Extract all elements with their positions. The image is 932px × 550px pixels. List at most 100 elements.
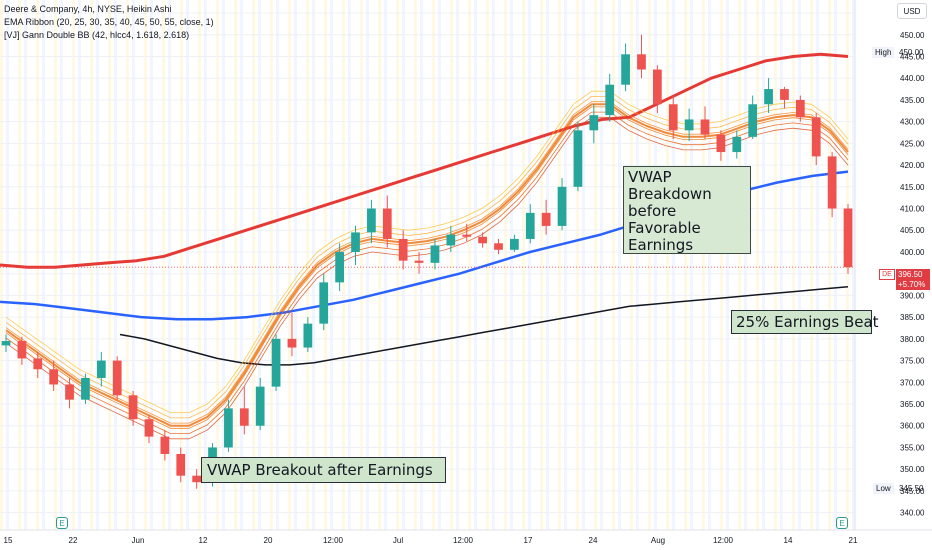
session-stripe (462, 0, 465, 530)
session-stripe (726, 0, 729, 530)
session-stripe (702, 0, 705, 530)
candle-body (637, 54, 646, 70)
annotation-vwap-breakdown[interactable]: VWAP Breakdown before Favorable Earnings (623, 166, 751, 254)
session-stripe (444, 0, 447, 530)
annotation-vwap-breakout[interactable]: VWAP Breakout after Earnings (201, 457, 446, 483)
session-stripe (756, 0, 759, 530)
session-stripe (792, 0, 795, 530)
x-tick-label: 24 (589, 536, 598, 545)
session-stripe (840, 0, 843, 530)
session-stripe (612, 0, 615, 530)
last-price: 396.50 (898, 270, 923, 279)
candle-body (732, 136, 742, 153)
session-stripe (780, 0, 783, 530)
session-stripe (378, 0, 381, 530)
x-tick-label: Aug (651, 536, 665, 545)
chart-symbol-title[interactable]: Deere & Company, 4h, NYSE, Heikin Ashi (4, 4, 172, 14)
session-stripe (816, 0, 819, 530)
y-tick-label: 365.00 (900, 400, 925, 409)
session-stripe (198, 0, 201, 530)
candle-body (700, 119, 710, 135)
candle-body (494, 243, 503, 250)
session-stripe (270, 0, 273, 530)
candle-body (192, 475, 202, 483)
session-stripe (594, 0, 597, 530)
session-stripe (24, 0, 27, 530)
candle-body (49, 369, 59, 385)
y-tick-label: 435.00 (900, 96, 925, 105)
candle-body (811, 117, 821, 157)
session-stripe (720, 0, 723, 530)
session-stripe (786, 0, 789, 530)
low-label: Low (873, 483, 894, 494)
session-stripe (648, 0, 651, 530)
session-stripe (582, 0, 585, 530)
candle-body (510, 238, 519, 250)
session-stripe (432, 0, 435, 530)
session-stripe (144, 0, 147, 530)
session-stripe (570, 0, 573, 530)
high-value: 450.00 (899, 48, 924, 57)
y-tick-label: 425.00 (900, 139, 925, 148)
indicator-ema-ribbon-label[interactable]: EMA Ribbon (20, 25, 30, 35, 40, 45, 50, … (4, 17, 214, 27)
session-stripe (54, 0, 57, 530)
session-stripe (774, 0, 777, 530)
high-label: High (872, 47, 895, 58)
session-stripe (300, 0, 303, 530)
session-stripe (276, 0, 279, 530)
x-tick-label: 21 (849, 536, 858, 545)
session-stripe (318, 0, 321, 530)
candle-body (557, 186, 567, 226)
session-stripe (366, 0, 369, 530)
x-tick-label: 12:00 (323, 536, 344, 545)
candle-body (271, 338, 281, 387)
candle-body (605, 84, 615, 116)
x-tick-label: Jun (132, 536, 145, 545)
session-stripe (102, 0, 105, 530)
session-stripe (804, 0, 807, 530)
session-stripe (618, 0, 621, 530)
currency-button[interactable]: USD (897, 3, 927, 19)
session-stripe (492, 0, 495, 530)
session-stripe (564, 0, 567, 530)
annotation-earnings-beat[interactable]: 25% Earnings Beat (731, 310, 879, 334)
session-stripe (324, 0, 327, 530)
session-stripe (162, 0, 165, 530)
earnings-icon[interactable]: E (56, 517, 68, 529)
session-stripe (312, 0, 315, 530)
session-stripe (732, 0, 735, 530)
session-stripe (420, 0, 423, 530)
session-stripe (522, 0, 525, 530)
candle-body (335, 251, 344, 283)
x-tick-label: 12 (199, 536, 208, 545)
session-stripe (132, 0, 135, 530)
y-tick-label: 440.00 (900, 74, 925, 83)
session-stripe (714, 0, 717, 530)
earnings-icon[interactable]: E (836, 517, 848, 529)
session-stripe (798, 0, 801, 530)
x-tick-label: 22 (69, 536, 78, 545)
session-stripe (498, 0, 501, 530)
candle-body (81, 377, 90, 400)
session-stripe (180, 0, 183, 530)
y-tick-label: 355.00 (900, 443, 925, 452)
session-stripe (576, 0, 579, 530)
candle-body (351, 232, 360, 252)
candle-body (652, 69, 662, 105)
y-tick-label: 420.00 (900, 161, 925, 170)
indicator-gann-bb-label[interactable]: [VJ] Gann Double BB (42, hlcc4, 1.618, 2… (4, 30, 190, 40)
session-stripe (456, 0, 459, 530)
session-stripe (396, 0, 399, 530)
session-stripe (126, 0, 129, 530)
session-stripe (708, 0, 711, 530)
y-tick-label: 380.00 (900, 335, 925, 344)
session-stripe (762, 0, 765, 530)
session-stripe (546, 0, 549, 530)
candle-body (430, 245, 440, 263)
session-stripe (684, 0, 687, 530)
session-stripe (108, 0, 111, 530)
x-tick-label: 17 (524, 536, 533, 545)
candle-body (684, 119, 694, 131)
